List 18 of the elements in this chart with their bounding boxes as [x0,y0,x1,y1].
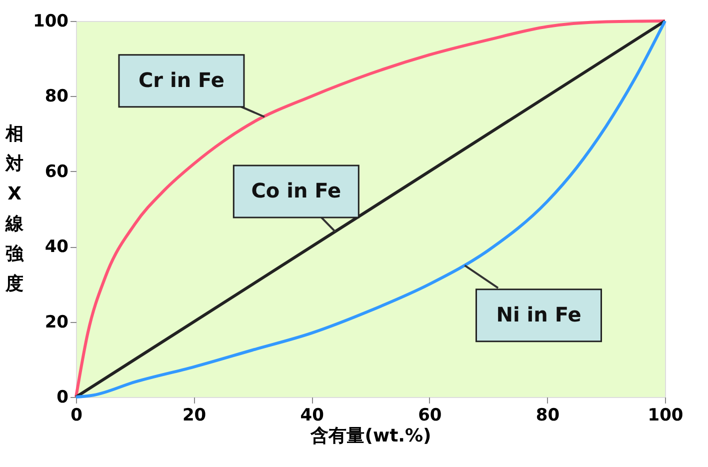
x-tick-label: 100 [648,406,684,426]
line-series [74,20,666,398]
annotation: Co in Fe [251,178,342,203]
y-tick-label: 0 [56,388,69,408]
x-tick-label: 0 [70,406,83,426]
x-tick-label: 40 [300,406,324,426]
y-tick-label: 100 [33,12,69,32]
y-axis-title: 相対X線強度 [4,124,24,294]
annotation: Ni in Fe [496,302,582,326]
annotation: Cr in Fe [138,68,224,92]
x-tick-label: 60 [418,406,442,426]
y-tick-label: 20 [44,312,69,332]
y-tick-label: 40 [44,237,69,258]
y-tick-label: 60 [44,162,69,182]
x-tick-label: 20 [182,406,206,426]
x-tick-label: 80 [536,406,560,426]
x-axis-title: 含有量(wt.%) [310,426,432,446]
y-tick-label: 80 [44,86,69,107]
